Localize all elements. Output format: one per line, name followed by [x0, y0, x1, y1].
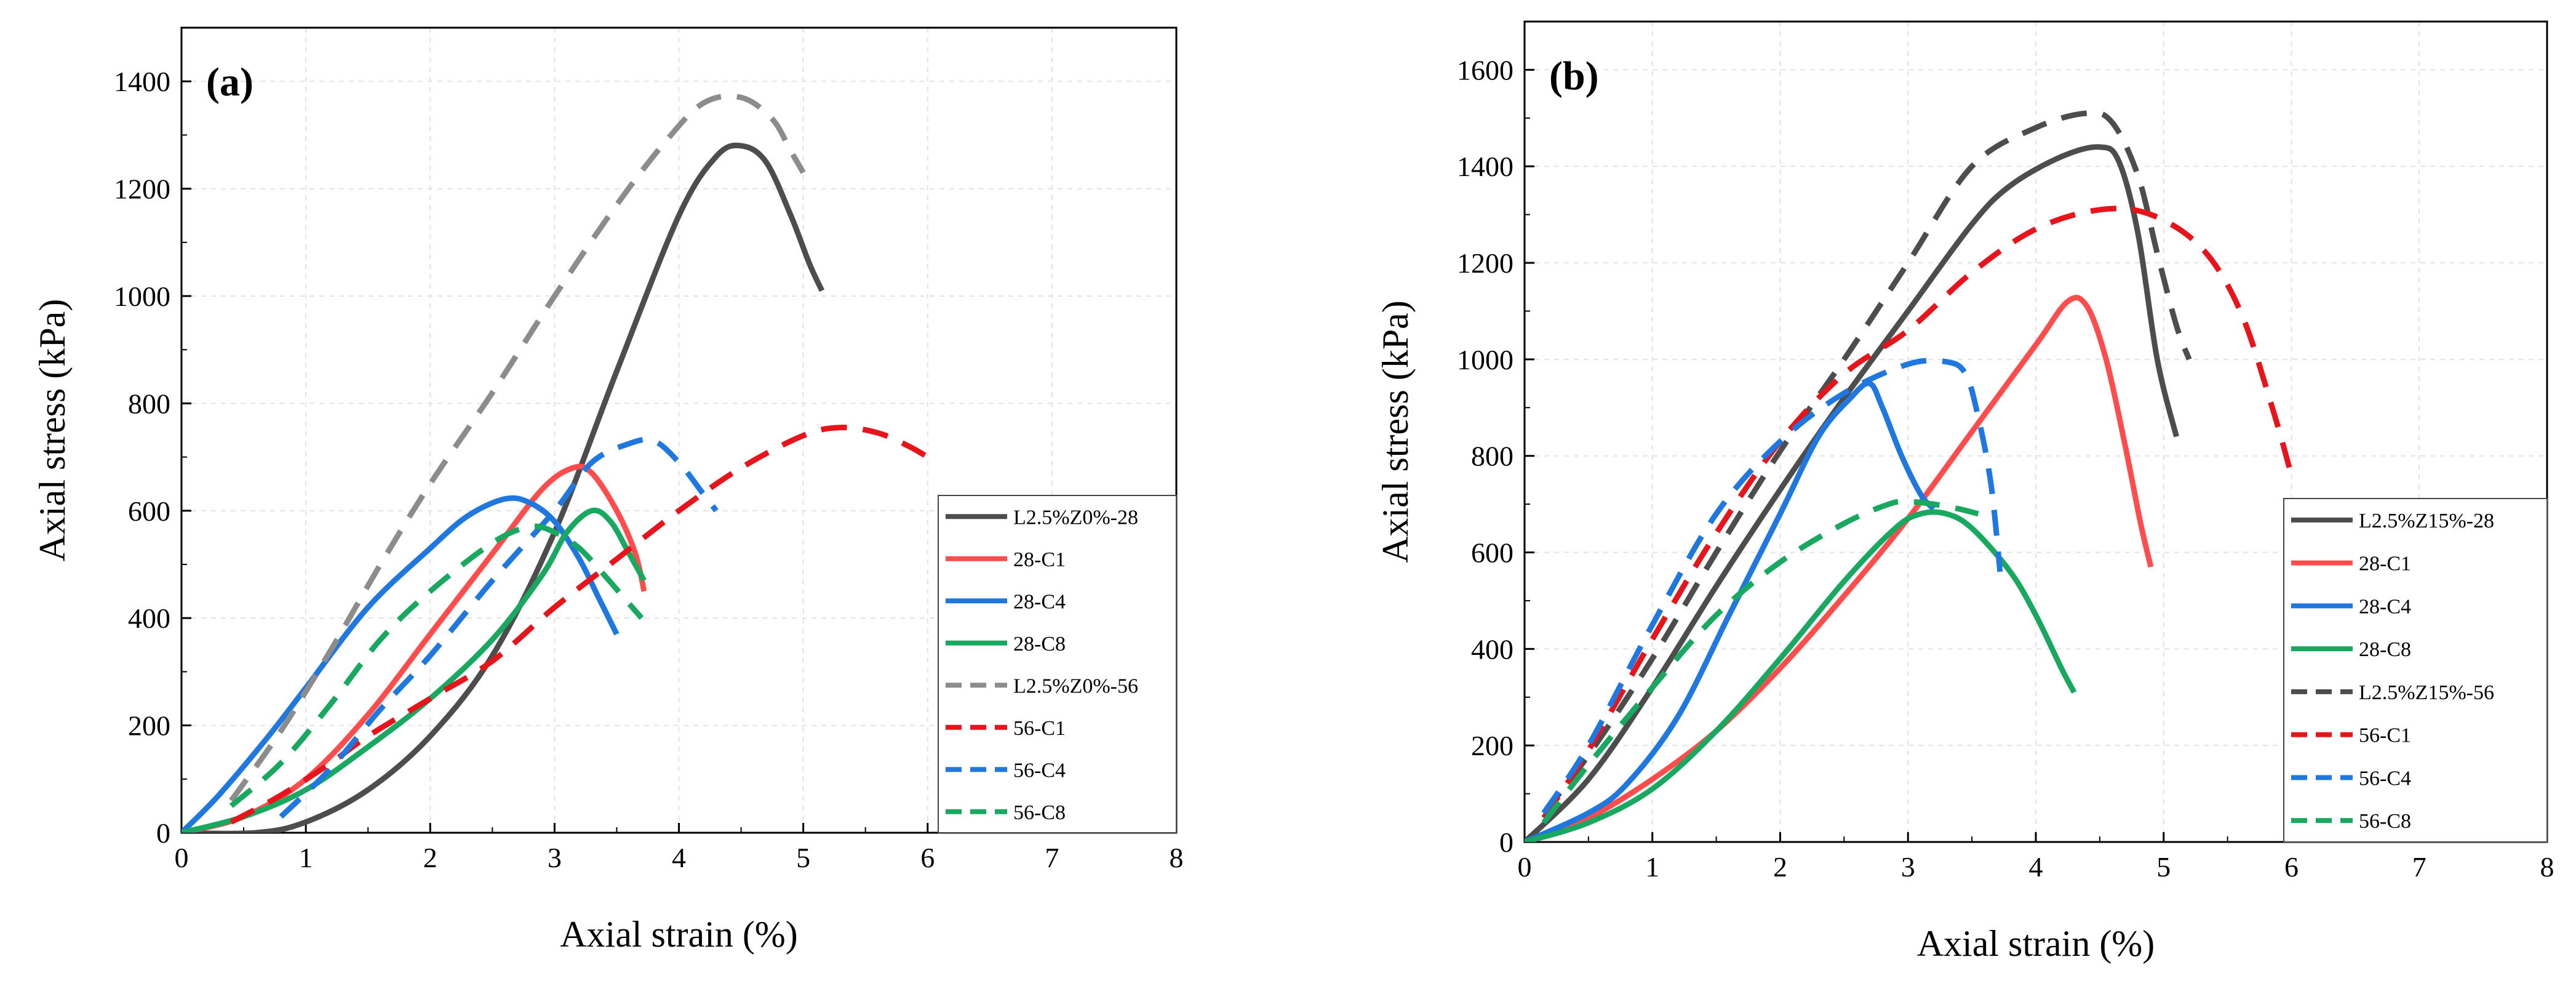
x-tick-label: 6 — [920, 842, 935, 873]
x-tick-label: 8 — [1170, 842, 1184, 873]
legend-label: 56-C4 — [2359, 767, 2411, 790]
legend-box — [2283, 498, 2548, 843]
series-line-28-c4 — [181, 495, 620, 833]
x-axis-title: Axial strain (%) — [1917, 923, 2155, 964]
y-tick-label: 600 — [128, 495, 170, 527]
y-tick-label: 1000 — [114, 281, 170, 312]
legend-label: 56-C1 — [1013, 717, 1066, 740]
series-line-56-c1 — [229, 425, 930, 825]
legend-label: 56-C8 — [2359, 810, 2411, 833]
series-line-28-c1 — [181, 463, 647, 833]
y-tick-label: 400 — [128, 603, 170, 634]
y-tick-label: 1000 — [1457, 344, 1513, 375]
series-line-l2-5-z15-56 — [1541, 110, 2192, 815]
y-tick-label: 800 — [128, 388, 170, 419]
x-tick-label: 4 — [672, 842, 686, 873]
y-tick-label: 1200 — [1457, 247, 1513, 279]
chart-panel-1: 0 1 2 3 4 5 6 7 8 0 200 400 600 800 1000 1200 1400 Axial … — [32, 26, 1184, 955]
y-tick-label: 200 — [128, 710, 170, 742]
x-tick-label: 3 — [1901, 851, 1915, 883]
x-tick-label: 5 — [796, 842, 810, 873]
legend-label: 28-C8 — [2359, 638, 2411, 661]
series-line-28-c4 — [1525, 380, 1936, 842]
y-axis-title: Axial stress (kPa) — [1375, 300, 1416, 563]
y-tick-label: 800 — [1471, 441, 1513, 472]
x-tick-label: 1 — [299, 842, 313, 873]
x-tick-label: 2 — [1773, 851, 1787, 883]
y-tick-label: 1400 — [114, 66, 170, 97]
x-tick-label: 2 — [423, 842, 437, 873]
series-line-l2-5-z15-28 — [1525, 144, 2179, 842]
series-line-28-c8 — [1525, 509, 2077, 842]
legend-label: 28-C1 — [2359, 553, 2411, 575]
y-tick-label: 1600 — [1457, 54, 1513, 86]
series-line-l2-5-z0-56 — [229, 93, 806, 803]
chart-panel-2: 0 1 2 3 4 5 6 7 8 0 200 400 600 800 1000 1200 1400 1600 Ax… — [1375, 20, 2554, 964]
y-axis-title: Axial stress (kPa) — [32, 299, 73, 562]
x-tick-label: 3 — [548, 842, 562, 873]
legend-label: L2.5%Z0%-28 — [1013, 506, 1138, 529]
x-tick-label: 7 — [2412, 851, 2426, 883]
panel-label: (b) — [1549, 54, 1599, 98]
x-tick-label: 5 — [2156, 851, 2171, 883]
series-line-56-c8 — [229, 523, 644, 808]
x-tick-label: 8 — [2540, 851, 2554, 883]
series-line-56-c1 — [1541, 206, 2294, 820]
y-tick-label: 1400 — [1457, 151, 1513, 182]
legend-label: 56-C4 — [1013, 759, 1066, 782]
legend-label: 28-C1 — [1013, 548, 1066, 571]
series-line-28-c8 — [181, 507, 647, 833]
series-group — [181, 93, 930, 833]
legend: L2.5%Z15%-28 28-C1 28-C4 28-C8 L2.5%Z15%-56 5… — [2283, 498, 2548, 843]
panel-label: (a) — [206, 60, 253, 105]
legend-label: L2.5%Z15%-28 — [2359, 510, 2494, 532]
series-line-28-c1 — [1525, 295, 2154, 842]
x-tick-label: 0 — [175, 842, 189, 873]
legend-label: 56-C8 — [1013, 801, 1066, 824]
series-line-56-c4 — [279, 436, 719, 819]
y-tick-label: 0 — [156, 817, 170, 849]
series-line-56-c4 — [1541, 358, 2003, 815]
legend: L2.5%Z0%-28 28-C1 28-C4 28-C8 L2.5%Z0%-56 56-… — [938, 495, 1177, 833]
series-line-56-c8 — [1541, 499, 1979, 825]
legend-label: 28-C4 — [1013, 590, 1066, 613]
y-tick-label: 200 — [1471, 730, 1513, 761]
x-tick-label: 1 — [1645, 851, 1659, 883]
series-line-l2-5-z0-28 — [181, 142, 825, 833]
y-tick-label: 0 — [1499, 827, 1513, 858]
legend-box — [938, 495, 1177, 833]
y-tick-label: 600 — [1471, 537, 1513, 569]
legend-label: L2.5%Z0%-56 — [1013, 675, 1138, 697]
legend-label: 28-C4 — [2359, 595, 2411, 618]
legend-label: 28-C8 — [1013, 633, 1066, 655]
x-tick-label: 4 — [2029, 851, 2043, 883]
y-tick-label: 400 — [1471, 633, 1513, 665]
legend-label: 56-C1 — [2359, 724, 2411, 747]
x-tick-label: 6 — [2284, 851, 2299, 883]
x-tick-label: 7 — [1045, 842, 1059, 873]
y-tick-label: 1200 — [114, 174, 170, 205]
legend-label: L2.5%Z15%-56 — [2359, 681, 2494, 704]
x-tick-label: 0 — [1518, 851, 1532, 883]
x-axis-title: Axial strain (%) — [560, 914, 798, 955]
series-group — [1525, 110, 2294, 842]
